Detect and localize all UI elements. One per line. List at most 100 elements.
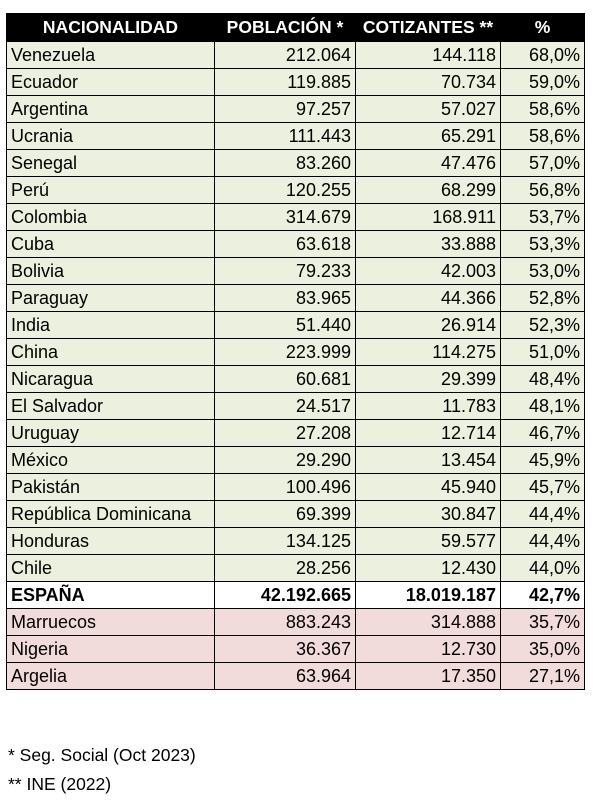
cell-population: 29.290 [214, 446, 356, 474]
table-row: India 51.440 26.914 52,3% [6, 311, 585, 339]
table-body: Venezuela 212.064 144.118 68,0% Ecuador 119.8… [6, 41, 585, 690]
table-row: Paraguay 83.965 44.366 52,8% [6, 284, 585, 312]
footnote-population-source: * Seg. Social (Oct 2023) [8, 745, 196, 765]
cell-nationality: México [6, 446, 215, 474]
cell-percent: 53,3% [500, 230, 585, 258]
cell-population: 100.496 [214, 473, 356, 501]
table-row: Cuba 63.618 33.888 53,3% [6, 230, 585, 258]
table-row: Bolivia 79.233 42.003 53,0% [6, 257, 585, 285]
table-row: Perú 120.255 68.299 56,8% [6, 176, 585, 204]
cell-percent: 59,0% [500, 68, 585, 96]
cell-population: 111.443 [214, 122, 356, 150]
table-row: Honduras 134.125 59.577 44,4% [6, 527, 585, 555]
cell-nationality: Nicaragua [6, 365, 215, 393]
header-percent: % [500, 13, 585, 42]
cell-population: 60.681 [214, 365, 356, 393]
cell-population: 28.256 [214, 554, 356, 582]
table-row: Nigeria 36.367 12.730 35,0% [6, 635, 585, 663]
cell-population: 134.125 [214, 527, 356, 555]
cell-percent: 42,7% [500, 581, 585, 609]
cell-contributors: 44.366 [355, 284, 501, 312]
cell-percent: 58,6% [500, 95, 585, 123]
cell-percent: 48,1% [500, 392, 585, 420]
cell-population: 69.399 [214, 500, 356, 528]
cell-contributors: 12.714 [355, 419, 501, 447]
cell-percent: 56,8% [500, 176, 585, 204]
cell-percent: 53,7% [500, 203, 585, 231]
cell-population: 97.257 [214, 95, 356, 123]
table-row-reference: ESPAÑA 42.192.665 18.019.187 42,7% [6, 581, 585, 609]
cell-population: 83.260 [214, 149, 356, 177]
cell-percent: 52,3% [500, 311, 585, 339]
cell-contributors: 17.350 [355, 662, 501, 690]
cell-population: 63.964 [214, 662, 356, 690]
header-nacionalidad: NACIONALIDAD [6, 13, 215, 42]
cell-contributors: 65.291 [355, 122, 501, 150]
cell-contributors: 57.027 [355, 95, 501, 123]
cell-nationality: Chile [6, 554, 215, 582]
cell-contributors: 11.783 [355, 392, 501, 420]
cell-population: 42.192.665 [214, 581, 356, 609]
cell-population: 27.208 [214, 419, 356, 447]
cell-nationality: Argentina [6, 95, 215, 123]
cell-contributors: 26.914 [355, 311, 501, 339]
cell-contributors: 30.847 [355, 500, 501, 528]
table-row: Nicaragua 60.681 29.399 48,4% [6, 365, 585, 393]
cell-nationality: Nigeria [6, 635, 215, 663]
cell-percent: 35,0% [500, 635, 585, 663]
cell-population: 212.064 [214, 41, 356, 69]
nationality-table: NACIONALIDAD POBLACIÓN * COTIZANTES ** %… [6, 13, 585, 690]
cell-percent: 48,4% [500, 365, 585, 393]
table-row: Uruguay 27.208 12.714 46,7% [6, 419, 585, 447]
cell-percent: 44,4% [500, 500, 585, 528]
cell-nationality: Venezuela [6, 41, 215, 69]
cell-contributors: 114.275 [355, 338, 501, 366]
cell-contributors: 33.888 [355, 230, 501, 258]
cell-nationality: Honduras [6, 527, 215, 555]
cell-population: 314.679 [214, 203, 356, 231]
cell-contributors: 70.734 [355, 68, 501, 96]
cell-nationality: Perú [6, 176, 215, 204]
cell-population: 24.517 [214, 392, 356, 420]
cell-contributors: 13.454 [355, 446, 501, 474]
cell-population: 63.618 [214, 230, 356, 258]
table-row: Ecuador 119.885 70.734 59,0% [6, 68, 585, 96]
cell-percent: 68,0% [500, 41, 585, 69]
cell-population: 83.965 [214, 284, 356, 312]
table-row: Argentina 97.257 57.027 58,6% [6, 95, 585, 123]
cell-nationality: Ucrania [6, 122, 215, 150]
cell-nationality: Bolivia [6, 257, 215, 285]
cell-contributors: 68.299 [355, 176, 501, 204]
table-row: Venezuela 212.064 144.118 68,0% [6, 41, 585, 69]
cell-nationality: Pakistán [6, 473, 215, 501]
cell-percent: 53,0% [500, 257, 585, 285]
header-row: NACIONALIDAD POBLACIÓN * COTIZANTES ** % [6, 13, 585, 42]
header-cotizantes: COTIZANTES ** [355, 13, 501, 42]
cell-nationality: Colombia [6, 203, 215, 231]
cell-population: 79.233 [214, 257, 356, 285]
cell-population: 119.885 [214, 68, 356, 96]
cell-population: 223.999 [214, 338, 356, 366]
table-row: Pakistán 100.496 45.940 45,7% [6, 473, 585, 501]
cell-population: 51.440 [214, 311, 356, 339]
table-row: República Dominicana 69.399 30.847 44,4% [6, 500, 585, 528]
cell-nationality: Paraguay [6, 284, 215, 312]
cell-nationality: Senegal [6, 149, 215, 177]
cell-nationality: ESPAÑA [6, 581, 215, 609]
table-row: Colombia 314.679 168.911 53,7% [6, 203, 585, 231]
table-row: El Salvador 24.517 11.783 48,1% [6, 392, 585, 420]
table-row: China 223.999 114.275 51,0% [6, 338, 585, 366]
cell-nationality: Ecuador [6, 68, 215, 96]
table-row: Marruecos 883.243 314.888 35,7% [6, 608, 585, 636]
cell-contributors: 144.118 [355, 41, 501, 69]
cell-percent: 44,4% [500, 527, 585, 555]
cell-contributors: 42.003 [355, 257, 501, 285]
footnotes: * Seg. Social (Oct 2023) ** INE (2022) [8, 741, 196, 799]
table-row: Ucrania 111.443 65.291 58,6% [6, 122, 585, 150]
cell-nationality: India [6, 311, 215, 339]
cell-nationality: República Dominicana [6, 500, 215, 528]
cell-population: 36.367 [214, 635, 356, 663]
cell-percent: 46,7% [500, 419, 585, 447]
cell-contributors: 12.730 [355, 635, 501, 663]
cell-nationality: China [6, 338, 215, 366]
